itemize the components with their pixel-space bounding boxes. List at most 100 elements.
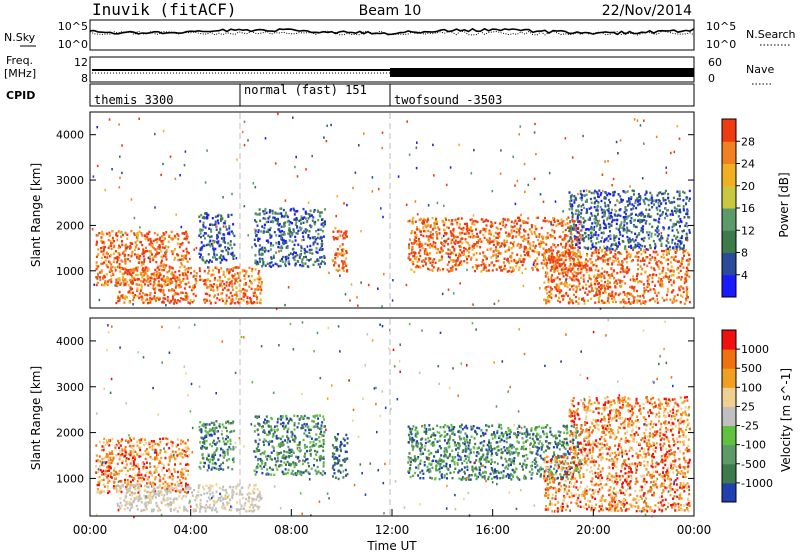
echo-cell: [100, 269, 103, 272]
echo-cell: [666, 287, 669, 291]
echo-cell-scatter: [517, 260, 520, 264]
echo-cell: [479, 237, 482, 241]
echo-cell: [346, 235, 348, 238]
echo-cell: [209, 259, 211, 262]
echo-cell: [107, 465, 110, 468]
echo-cell: [95, 241, 98, 244]
echo-cell: [160, 261, 163, 264]
echo-cell-scatter: [96, 266, 99, 270]
echo-cell: [586, 293, 589, 296]
echo-cell: [162, 496, 165, 499]
echo-cell: [250, 300, 253, 303]
echo-cell: [195, 279, 198, 283]
echo-cell: [302, 264, 305, 268]
echo-cell: [151, 497, 154, 500]
echo-cell: [336, 255, 339, 258]
echo-cell: [515, 231, 518, 234]
echo-cell: [625, 271, 628, 275]
echo-cell: [299, 226, 301, 229]
echo-cell-scatter: [139, 226, 141, 229]
echo-cell: [587, 247, 589, 251]
echo-cell: [101, 470, 104, 473]
echo-cell: [124, 496, 127, 500]
echo-cell: [184, 271, 187, 274]
echo-cell: [294, 255, 297, 258]
echo-cell: [100, 479, 103, 482]
echo-cell: [661, 296, 664, 300]
echo-cell: [681, 257, 684, 260]
echo-cell: [456, 264, 459, 267]
beam-label: Beam 10: [359, 3, 422, 19]
echo-cell: [558, 291, 561, 294]
echo-cell: [505, 223, 508, 227]
echo-cell: [188, 454, 190, 457]
echo-cell-scatter: [377, 187, 380, 191]
echo-cell: [106, 476, 109, 479]
echo-cell: [142, 248, 145, 252]
echo-cell: [542, 219, 545, 222]
echo-cell: [573, 270, 576, 274]
echo-cell: [132, 281, 134, 285]
echo-cell: [644, 215, 647, 218]
echo-cell: [571, 268, 574, 271]
echo-cell: [184, 463, 187, 466]
echo-cell: [159, 236, 162, 239]
echo-cell: [241, 493, 244, 496]
echo-cell: [220, 219, 222, 222]
echo-cell: [423, 260, 426, 263]
echo-cell: [155, 250, 158, 254]
echo-cell: [176, 232, 179, 236]
echo-cell: [165, 264, 168, 267]
echo-cell: [148, 250, 151, 253]
echo-cell: [293, 209, 296, 212]
echo-cell: [633, 296, 636, 299]
echo-cell: [682, 207, 685, 211]
echo-cell: [596, 207, 599, 210]
echo-cell: [522, 260, 525, 264]
echo-cell: [569, 301, 572, 304]
echo-cell: [593, 214, 596, 218]
echo-cell: [258, 257, 261, 260]
echo-cell: [115, 443, 118, 447]
echo-cell: [623, 275, 626, 278]
echo-cell: [604, 191, 607, 194]
echo-cell: [140, 285, 143, 289]
echo-cell: [252, 294, 255, 297]
echo-cell: [149, 455, 152, 459]
echo-cell-scatter: [261, 248, 263, 252]
cpid-panel: [89, 83, 695, 107]
echo-cell: [606, 194, 609, 197]
echo-cell: [579, 192, 582, 196]
echo-cell: [173, 468, 176, 471]
echo-cell: [530, 230, 533, 233]
echo-cell: [242, 292, 245, 295]
echo-cell: [314, 220, 317, 224]
echo-cell: [666, 251, 669, 254]
echo-cell: [643, 236, 646, 240]
echo-cell: [517, 216, 519, 219]
echo-cell: [306, 265, 309, 268]
echo-cell: [673, 209, 676, 213]
echo-cell: [218, 268, 220, 272]
echo-cell: [149, 276, 152, 279]
echo-cell-scatter: [93, 283, 95, 286]
echo-cell: [345, 257, 348, 260]
echo-cell: [590, 297, 593, 300]
echo-cell: [248, 285, 251, 288]
echo-cell: [647, 277, 650, 280]
echo-cell: [130, 274, 133, 278]
echo-cell: [185, 508, 187, 511]
echo-cell: [625, 301, 628, 305]
echo-cell: [148, 441, 151, 444]
echo-cell: [483, 228, 486, 231]
echo-cell: [678, 240, 681, 243]
echo-cell: [511, 236, 514, 239]
echo-cell: [124, 504, 127, 507]
echo-cell: [466, 230, 469, 233]
echo-cell: [587, 299, 589, 302]
echo-cell: [600, 250, 603, 253]
echo-cell: [527, 253, 530, 257]
echo-cell: [560, 289, 563, 292]
echo-cell-scatter: [670, 151, 672, 155]
echo-cell: [568, 239, 571, 242]
